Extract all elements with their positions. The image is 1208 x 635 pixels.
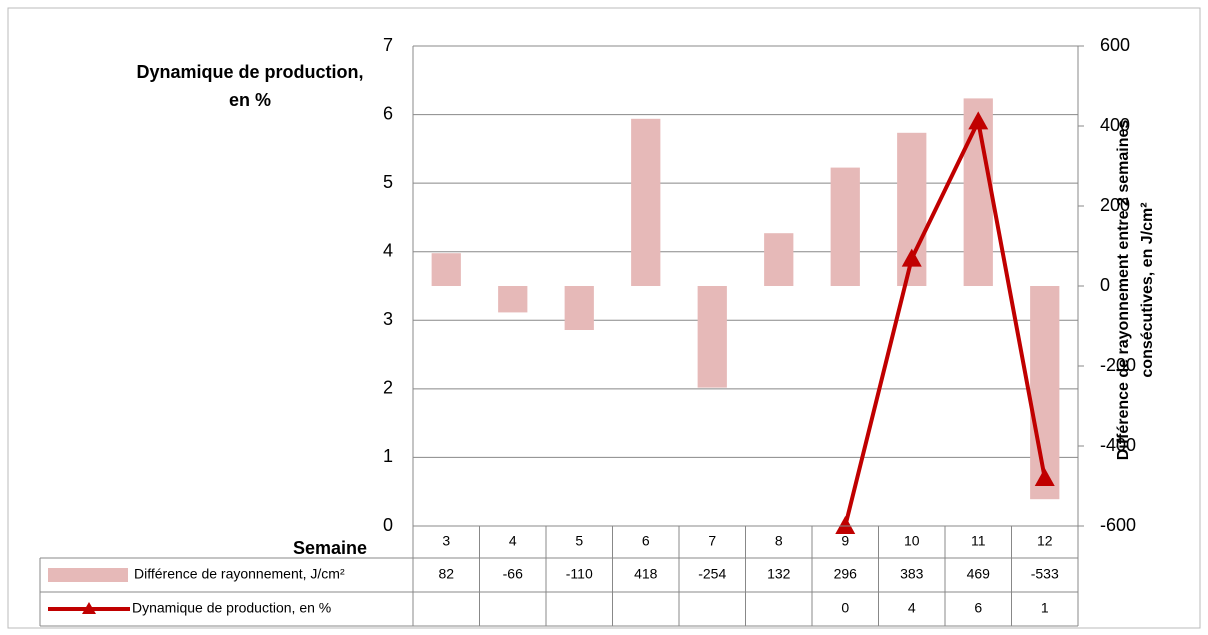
x-tick-label: 8 — [775, 533, 783, 549]
bar — [498, 286, 528, 313]
data-table-value: 383 — [900, 566, 924, 582]
line-marker — [901, 248, 922, 267]
x-tick-label: 11 — [971, 533, 986, 549]
line-marker — [968, 111, 989, 130]
x-axis-label: Semaine — [293, 538, 367, 558]
y-tick-label: 5 — [383, 172, 393, 192]
data-table-value: -533 — [1031, 566, 1059, 582]
y-tick-label: 1 — [383, 446, 393, 466]
data-table-value: 296 — [834, 566, 858, 582]
y-tick-label: 4 — [383, 240, 393, 260]
y2-tick-label: -600 — [1100, 515, 1136, 535]
bar — [1030, 286, 1060, 500]
data-table-value: 132 — [767, 566, 791, 582]
data-table-value: -110 — [566, 566, 593, 582]
y-tick-label: 2 — [383, 378, 393, 398]
x-tick-label: 9 — [841, 533, 849, 549]
legend-label: Différence de rayonnement, J/cm² — [134, 566, 345, 582]
y2-tick-label: 0 — [1100, 275, 1110, 295]
bar — [431, 253, 461, 286]
x-tick-label: 7 — [708, 533, 716, 549]
y2-tick-label: -200 — [1100, 355, 1136, 375]
data-table-value: -254 — [698, 566, 726, 582]
y2-tick-label: 400 — [1100, 115, 1130, 135]
y-axis-label: Dynamique de production, en % — [136, 62, 364, 110]
data-table-value: 418 — [634, 566, 658, 582]
bar — [764, 233, 794, 286]
x-tick-label: 12 — [1037, 533, 1053, 549]
legend-key — [48, 568, 128, 582]
bar — [697, 286, 727, 388]
y-tick-label: 0 — [383, 515, 393, 535]
data-table-value: 0 — [841, 600, 849, 616]
data-table-value: 4 — [908, 600, 916, 616]
bar — [631, 118, 661, 286]
data-table-value: 469 — [967, 566, 991, 582]
y2-tick-label: 600 — [1100, 35, 1130, 55]
line-marker — [1034, 468, 1055, 486]
chart-border — [7, 7, 1201, 629]
x-tick-label: 6 — [642, 533, 650, 549]
y-tick-label: 6 — [383, 103, 393, 123]
data-table-value: 1 — [1041, 600, 1049, 616]
legend-key-marker — [82, 602, 96, 614]
bar — [830, 167, 860, 286]
bar — [564, 286, 594, 330]
y2-tick-label: 200 — [1100, 195, 1130, 215]
x-tick-label: 3 — [442, 533, 450, 549]
y-tick-label: 7 — [383, 35, 393, 55]
y-tick-label: 3 — [383, 309, 393, 329]
x-tick-label: 10 — [904, 533, 920, 549]
y2-axis-label: Différence de rayonnement entre 2 semain… — [1115, 119, 1156, 461]
line-marker — [835, 516, 856, 534]
data-table-value: 82 — [438, 566, 454, 582]
y2-tick-label: -400 — [1100, 435, 1136, 455]
x-tick-label: 5 — [575, 533, 583, 549]
data-table-value: 6 — [974, 600, 982, 616]
legend-label: Dynamique de production, en % — [132, 600, 331, 616]
data-table-value: -66 — [503, 566, 523, 582]
x-tick-label: 4 — [509, 533, 517, 549]
line — [843, 115, 1047, 527]
